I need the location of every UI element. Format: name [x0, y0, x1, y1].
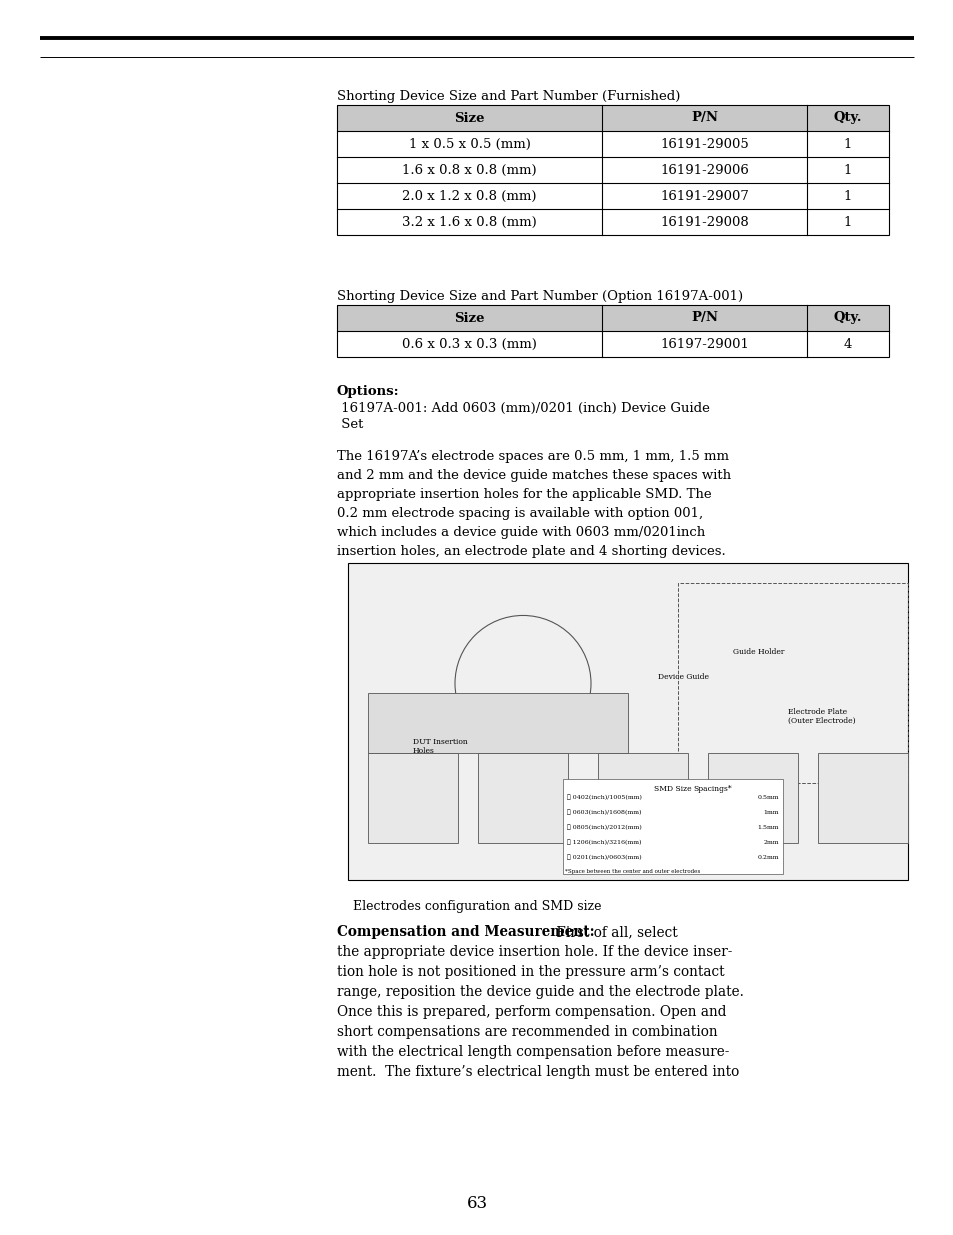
Text: which includes a device guide with 0603 mm/0201inch: which includes a device guide with 0603 … — [336, 526, 704, 538]
Text: Qty.: Qty. — [833, 311, 862, 325]
Text: Shorting Device Size and Part Number (Option 16197A-001): Shorting Device Size and Part Number (Op… — [336, 290, 742, 303]
Bar — [348, 563, 907, 881]
Bar — [477, 753, 567, 844]
Bar — [707, 753, 797, 844]
Text: 1 x 0.5 x 0.5 (mm): 1 x 0.5 x 0.5 (mm) — [408, 137, 530, 151]
Bar — [368, 694, 627, 753]
Text: short compensations are recommended in combination: short compensations are recommended in c… — [336, 1025, 717, 1039]
Text: *Space between the center and outer electrodes: *Space between the center and outer elec… — [564, 868, 700, 873]
Text: 0.5mm: 0.5mm — [757, 794, 779, 799]
Text: ① 0402(inch)/1005(mm): ① 0402(inch)/1005(mm) — [566, 794, 641, 800]
Text: 1mm: 1mm — [762, 810, 779, 815]
Text: 1: 1 — [842, 163, 851, 177]
Bar — [562, 778, 782, 873]
Text: 1.6 x 0.8 x 0.8 (mm): 1.6 x 0.8 x 0.8 (mm) — [402, 163, 537, 177]
Text: insertion holes, an electrode plate and 4 shorting devices.: insertion holes, an electrode plate and … — [336, 545, 725, 558]
Text: Size: Size — [454, 111, 484, 125]
Text: 1: 1 — [842, 215, 851, 228]
Text: ③ 0805(inch)/2012(mm): ③ 0805(inch)/2012(mm) — [566, 825, 641, 830]
Text: 2.0 x 1.2 x 0.8 (mm): 2.0 x 1.2 x 0.8 (mm) — [402, 189, 537, 203]
Text: Spacings*: Spacings* — [693, 784, 731, 793]
Bar — [336, 305, 888, 331]
Text: ment.  The fixture’s electrical length must be entered into: ment. The fixture’s electrical length mu… — [336, 1065, 739, 1079]
Text: 1: 1 — [842, 137, 851, 151]
Text: 63: 63 — [466, 1195, 487, 1212]
Text: 0.2mm: 0.2mm — [757, 855, 779, 860]
Text: 16191-29005: 16191-29005 — [659, 137, 748, 151]
Bar — [336, 105, 888, 131]
Text: ⑤ 0201(inch)/0603(mm): ⑤ 0201(inch)/0603(mm) — [566, 855, 641, 860]
Text: 16197A-001: Add 0603 (mm)/0201 (inch) Device Guide: 16197A-001: Add 0603 (mm)/0201 (inch) De… — [336, 403, 709, 415]
Text: with the electrical length compensation before measure-: with the electrical length compensation … — [336, 1045, 729, 1058]
Text: appropriate insertion holes for the applicable SMD. The: appropriate insertion holes for the appl… — [336, 488, 711, 501]
Text: range, reposition the device guide and the electrode plate.: range, reposition the device guide and t… — [336, 986, 743, 999]
Text: 1.5mm: 1.5mm — [757, 825, 779, 830]
Text: 16197-29001: 16197-29001 — [659, 337, 748, 351]
Text: Compensation and Measurement:: Compensation and Measurement: — [336, 925, 594, 939]
Text: and 2 mm and the device guide matches these spaces with: and 2 mm and the device guide matches th… — [336, 469, 730, 482]
Text: Qty.: Qty. — [833, 111, 862, 125]
Bar — [336, 305, 888, 357]
Text: 16191-29008: 16191-29008 — [659, 215, 748, 228]
Text: the appropriate device insertion hole. If the device inser-: the appropriate device insertion hole. I… — [336, 945, 732, 960]
Bar — [817, 753, 907, 844]
Text: Shorting Device Size and Part Number (Furnished): Shorting Device Size and Part Number (Fu… — [336, 90, 679, 103]
Bar — [368, 753, 457, 844]
Text: SMD Size: SMD Size — [654, 784, 691, 793]
Text: 3.2 x 1.6 x 0.8 (mm): 3.2 x 1.6 x 0.8 (mm) — [402, 215, 537, 228]
Text: The 16197A’s electrode spaces are 0.5 mm, 1 mm, 1.5 mm: The 16197A’s electrode spaces are 0.5 mm… — [336, 450, 728, 463]
Text: Electrodes configuration and SMD size: Electrodes configuration and SMD size — [353, 900, 600, 913]
Bar — [678, 583, 907, 783]
Text: 0.2 mm electrode spacing is available with option 001,: 0.2 mm electrode spacing is available wi… — [336, 508, 702, 520]
Text: Once this is prepared, perform compensation. Open and: Once this is prepared, perform compensat… — [336, 1005, 726, 1019]
Text: 0.6 x 0.3 x 0.3 (mm): 0.6 x 0.3 x 0.3 (mm) — [401, 337, 537, 351]
Text: Options:: Options: — [336, 385, 399, 398]
Text: ④ 1206(inch)/3216(mm): ④ 1206(inch)/3216(mm) — [566, 840, 640, 845]
Bar — [598, 753, 687, 844]
Text: DUT Insertion
Holes: DUT Insertion Holes — [413, 739, 467, 755]
Text: Set: Set — [336, 417, 363, 431]
Text: 2mm: 2mm — [762, 840, 779, 845]
Text: Guide Holder: Guide Holder — [732, 648, 783, 656]
Text: P/N: P/N — [690, 311, 718, 325]
Text: 16191-29006: 16191-29006 — [659, 163, 748, 177]
Text: 4: 4 — [842, 337, 851, 351]
Bar — [336, 105, 888, 235]
Text: Size: Size — [454, 311, 484, 325]
Text: 16191-29007: 16191-29007 — [659, 189, 748, 203]
Text: P/N: P/N — [690, 111, 718, 125]
Text: First of all, select: First of all, select — [552, 925, 677, 939]
Text: Device Guide: Device Guide — [658, 673, 708, 680]
Text: tion hole is not positioned in the pressure arm’s contact: tion hole is not positioned in the press… — [336, 965, 724, 979]
Text: Electrode Plate
(Outer Electrode): Electrode Plate (Outer Electrode) — [787, 708, 855, 725]
Text: ② 0603(inch)/1608(mm): ② 0603(inch)/1608(mm) — [566, 810, 640, 815]
Text: 1: 1 — [842, 189, 851, 203]
